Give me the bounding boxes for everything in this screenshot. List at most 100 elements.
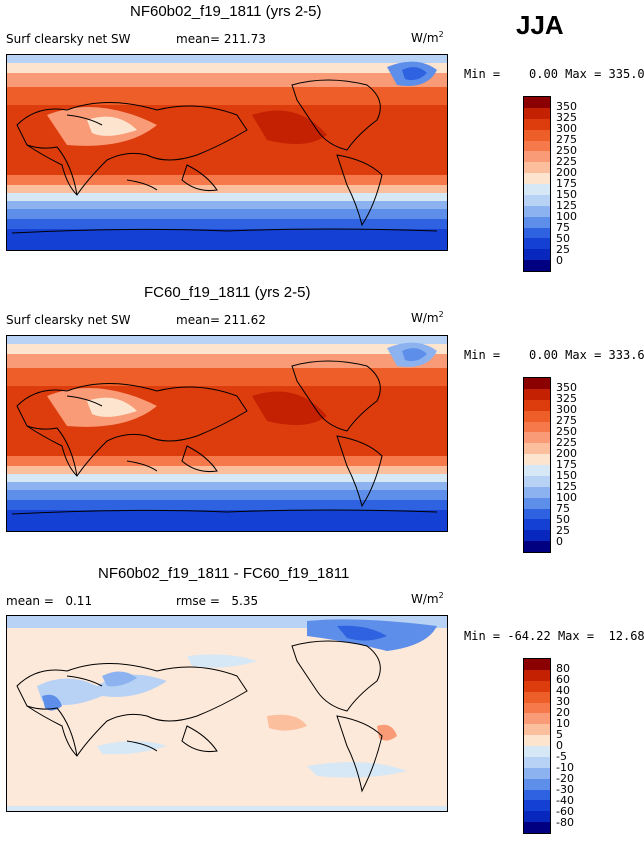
cbar3-tick: -30 — [556, 783, 574, 796]
panel-3-colorbar — [523, 658, 551, 834]
panel-2-colorbar-ticks: 350 325 300 275 250 225 200 175 150 125 … — [556, 377, 596, 553]
cbar2-swatch — [524, 508, 550, 520]
cbar3-tick: 10 — [556, 717, 570, 730]
cbar3-swatch — [524, 800, 550, 812]
cbar3-swatch — [524, 756, 550, 768]
cbar3-swatch — [524, 713, 550, 725]
cbar1-tick: 150 — [556, 188, 577, 201]
cbar1-tick: 300 — [556, 122, 577, 135]
panel-2-colorbar — [523, 377, 551, 553]
cbar2-tick: 325 — [556, 392, 577, 405]
cbar3-swatch — [524, 669, 550, 681]
panel-2-title: FC60_f19_1811 (yrs 2-5) — [144, 284, 311, 301]
cbar3-tick: 0 — [556, 739, 563, 752]
cbar1-tick: 225 — [556, 155, 577, 168]
cbar3-tick: -20 — [556, 772, 574, 785]
cbar1-swatch — [524, 173, 550, 184]
cbar1-swatch — [524, 118, 550, 130]
panel-2-map-svg — [7, 336, 447, 531]
cbar2-swatch — [524, 399, 550, 411]
cbar1-swatch — [524, 162, 550, 174]
cbar2-swatch — [524, 541, 550, 552]
cbar2-tick: 175 — [556, 458, 577, 471]
cbar1-tick: 100 — [556, 210, 577, 223]
cbar3-swatch — [524, 789, 550, 801]
cbar2-swatch — [524, 432, 550, 444]
cbar1-tick: 275 — [556, 133, 577, 146]
cbar2-tick: 275 — [556, 414, 577, 427]
cbar3-tick: -40 — [556, 794, 574, 807]
panel-2-minmax: Min = 0.00 Max = 333.62 — [464, 348, 644, 362]
panel-1-colorbar — [523, 96, 551, 272]
cbar3-swatch — [524, 724, 550, 736]
panel-3-title: NF60b02_f19_1811 - FC60_f19_1811 — [98, 565, 350, 582]
cbar1-swatch — [524, 227, 550, 239]
panel-2-units: W/m2 — [411, 310, 444, 325]
cbar1-swatch — [524, 184, 550, 195]
cbar1-swatch — [524, 205, 550, 217]
cbar1-tick: 250 — [556, 144, 577, 157]
cbar3-swatch — [524, 659, 550, 670]
panel-3-map — [6, 615, 448, 812]
panel-3-colorbar-ticks: 80 60 40 30 20 10 5 0 -5 -10 -20 -30 -40… — [556, 658, 596, 834]
panel-2-variable: Surf clearsky net SW — [6, 313, 131, 327]
panel-1-colorbar-ticks: 350 325 300 275 250 225 200 175 150 125 … — [556, 96, 596, 272]
cbar3-swatch — [524, 811, 550, 823]
cbar1-tick: 350 — [556, 100, 577, 113]
cbar3-tick: 60 — [556, 673, 570, 686]
cbar3-tick: -10 — [556, 761, 574, 774]
cbar1-swatch — [524, 249, 550, 261]
cbar1-swatch — [524, 194, 550, 206]
cbar2-swatch — [524, 410, 550, 422]
panel-2-map — [6, 335, 448, 532]
cbar2-tick: 225 — [556, 436, 577, 449]
panel-1-units: W/m2 — [411, 30, 444, 45]
cbar2-tick: 150 — [556, 469, 577, 482]
panel-1-map — [6, 54, 448, 251]
cbar3-swatch — [524, 767, 550, 779]
cbar1-tick: 25 — [556, 243, 570, 256]
panel-1-mean: mean= 211.73 — [176, 32, 266, 46]
panel-1-minmax: Min = 0.00 Max = 335.07 — [464, 67, 644, 81]
cbar1-tick: 50 — [556, 232, 570, 245]
cbar1-swatch — [524, 260, 550, 271]
cbar1-tick: 75 — [556, 221, 570, 234]
cbar3-swatch — [524, 822, 550, 833]
panel-1-map-svg — [7, 55, 447, 250]
cbar2-swatch — [524, 465, 550, 476]
cbar3-swatch — [524, 735, 550, 746]
cbar1-swatch — [524, 238, 550, 250]
cbar2-swatch — [524, 443, 550, 455]
cbar2-swatch — [524, 378, 550, 389]
cbar2-tick: 250 — [556, 425, 577, 438]
cbar2-swatch — [524, 388, 550, 400]
panel-1-variable: Surf clearsky net SW — [6, 32, 131, 46]
panel-3-rmse: rmse = 5.35 — [176, 594, 259, 608]
cbar2-swatch — [524, 421, 550, 433]
cbar3-swatch — [524, 691, 550, 703]
cbar1-swatch — [524, 129, 550, 141]
cbar3-swatch — [524, 778, 550, 790]
panel-3-mean: mean = 0.11 — [6, 594, 93, 608]
cbar2-tick: 50 — [556, 513, 570, 526]
cbar2-tick: 125 — [556, 480, 577, 493]
panel-1-title: NF60b02_f19_1811 (yrs 2-5) — [130, 3, 322, 20]
cbar1-swatch — [524, 140, 550, 152]
season-label: JJA — [516, 10, 564, 40]
cbar2-tick: 200 — [556, 447, 577, 460]
cbar1-tick: 200 — [556, 166, 577, 179]
cbar1-swatch — [524, 107, 550, 119]
cbar3-tick: 20 — [556, 706, 570, 719]
cbar2-swatch — [524, 475, 550, 487]
cbar2-tick: 100 — [556, 491, 577, 504]
cbar1-swatch — [524, 216, 550, 228]
cbar1-swatch — [524, 151, 550, 163]
cbar2-tick: 25 — [556, 524, 570, 537]
panel-3-map-svg — [7, 616, 447, 811]
cbar2-swatch — [524, 530, 550, 542]
panel-3-units: W/m2 — [411, 591, 444, 606]
cbar3-tick: 5 — [556, 728, 563, 741]
cbar1-tick: 325 — [556, 111, 577, 124]
cbar3-tick: -5 — [556, 750, 567, 763]
cbar2-tick: 350 — [556, 381, 577, 394]
